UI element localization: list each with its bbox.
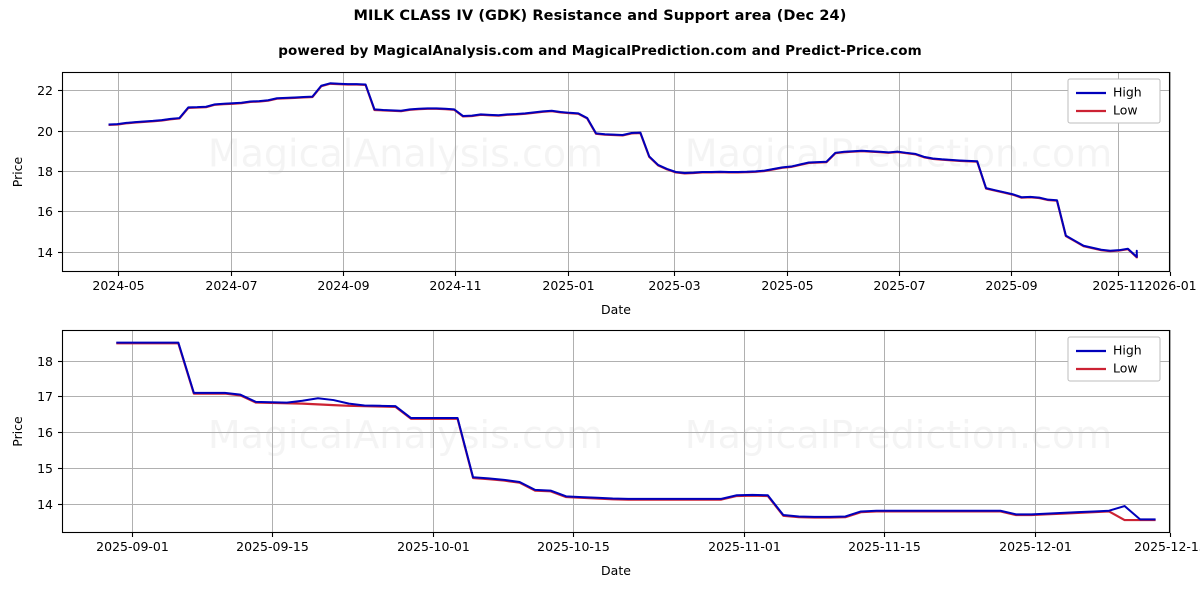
x-tick-label: 2024-09: [317, 278, 369, 293]
plot-background: [62, 72, 1170, 272]
x-tick-label: 2025-11-15: [848, 539, 921, 554]
y-tick-label: 14: [37, 497, 53, 512]
watermark-text: MagicalPrediction.com: [685, 413, 1113, 457]
y-axis-title: Price: [10, 416, 25, 447]
legend-label-low: Low: [1113, 361, 1138, 376]
x-tick-label: 2025-01: [542, 278, 594, 293]
page-subtitle: powered by MagicalAnalysis.com and Magic…: [278, 43, 922, 59]
legend[interactable]: High Low: [1067, 78, 1161, 124]
watermark-text: MagicalAnalysis.com: [208, 413, 603, 457]
y-tick-label: 16: [37, 425, 53, 440]
plot-frame: [61, 71, 1171, 273]
legend-label-high: High: [1113, 343, 1142, 358]
x-tick-label: 2025-09: [985, 278, 1037, 293]
x-tick-label: 2025-12-15: [1134, 539, 1200, 554]
x-axis-title: Date: [601, 302, 631, 317]
plot-frame: [61, 329, 1171, 534]
y-tick-label: 16: [37, 204, 53, 219]
x-tick-label: 2025-03: [648, 278, 700, 293]
legend-label-high: High: [1113, 85, 1142, 100]
x-tick-label: 2025-11: [1092, 278, 1144, 293]
y-tick-label: 18: [37, 164, 53, 179]
y-axis-title: Price: [10, 156, 25, 187]
y-tick-label: 18: [37, 354, 53, 369]
legend[interactable]: High Low: [1067, 336, 1161, 382]
x-tick-label: 2024-07: [205, 278, 257, 293]
x-tick-label: 2025-11-01: [708, 539, 781, 554]
x-tick-label: 2025-10-01: [397, 539, 470, 554]
x-tick-label: 2025-05: [761, 278, 813, 293]
y-tick-label: 14: [37, 245, 53, 260]
y-tick-label: 15: [37, 461, 53, 476]
x-tick-label: 2025-09-01: [96, 539, 169, 554]
x-tick-label: 2024-05: [92, 278, 144, 293]
series-line-high: [108, 82, 1138, 258]
legend-label-low: Low: [1113, 103, 1138, 118]
series-line-high: [116, 341, 1156, 521]
x-axis-title: Date: [601, 563, 631, 578]
y-tick-label: 17: [37, 389, 53, 404]
panel-bottom: MagicalAnalysis.com MagicalPrediction.com…: [10, 329, 1200, 578]
x-tick-label: 2024-11: [429, 278, 481, 293]
page-title: MILK CLASS IV (GDK) Resistance and Suppo…: [353, 8, 847, 24]
panel-top: MagicalAnalysis.com MagicalPrediction.com…: [10, 71, 1197, 317]
x-tick-label: 2025-09-15: [236, 539, 309, 554]
x-tick-label: 2026-01: [1144, 278, 1196, 293]
watermark-text: MagicalAnalysis.com: [208, 132, 603, 176]
x-tick-label: 2025-10-15: [537, 539, 610, 554]
y-tick-label: 20: [37, 124, 53, 139]
y-tick-label: 22: [37, 83, 53, 98]
watermark-text: MagicalPrediction.com: [685, 132, 1113, 176]
x-tick-label: 2025-12-01: [999, 539, 1072, 554]
x-tick-label: 2025-07: [873, 278, 925, 293]
